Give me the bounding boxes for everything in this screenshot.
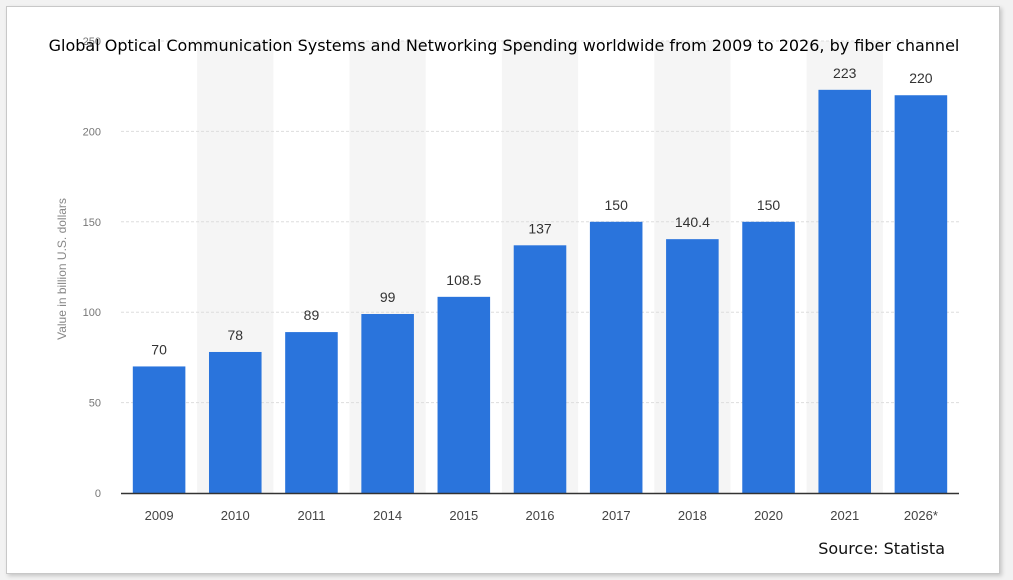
x-tick-label: 2020 xyxy=(754,508,783,523)
x-tick-label: 2018 xyxy=(678,508,707,523)
data-label: 78 xyxy=(227,327,243,343)
bar xyxy=(361,314,414,493)
x-tick-label: 2015 xyxy=(449,508,478,523)
x-tick-label: 2021 xyxy=(830,508,859,523)
bar xyxy=(208,351,262,493)
bar xyxy=(894,95,948,494)
data-label: 150 xyxy=(605,197,629,213)
y-tick-label: 250 xyxy=(83,36,101,48)
bar xyxy=(666,239,719,493)
data-label: 99 xyxy=(380,289,396,305)
y-tick-label: 200 xyxy=(83,126,101,138)
chart-title: Global Optical Communication Systems and… xyxy=(49,36,960,55)
data-label: 70 xyxy=(151,341,167,357)
bar xyxy=(132,366,186,493)
x-tick-label: 2026* xyxy=(904,508,938,523)
y-tick-label: 150 xyxy=(83,217,101,229)
x-tick-label: 2010 xyxy=(221,508,250,523)
x-tick-label: 2016 xyxy=(526,508,555,523)
bar xyxy=(742,221,795,494)
bar-chart: 0 50 100 150 200 250 70 78 89 99 108.5 137 150 140.4… xyxy=(49,36,960,558)
bars xyxy=(132,89,948,494)
data-label: 150 xyxy=(757,197,781,213)
data-label: 137 xyxy=(528,220,552,236)
bar xyxy=(285,332,338,493)
x-tick-label: 2014 xyxy=(373,508,402,523)
bar xyxy=(513,245,567,493)
y-tick-label: 100 xyxy=(83,307,101,319)
data-label: 223 xyxy=(833,65,857,81)
data-label: 220 xyxy=(909,70,933,86)
data-label: 140.4 xyxy=(675,214,710,230)
data-labels: 70 78 89 99 108.5 137 150 140.4 150 223 220 xyxy=(151,65,932,358)
source-note: Source: Statista xyxy=(818,539,945,558)
bar xyxy=(818,89,872,493)
y-axis-label: Value in billion U.S. dollars xyxy=(55,198,69,340)
data-label: 108.5 xyxy=(446,272,481,288)
x-tick-label: 2017 xyxy=(602,508,631,523)
data-label: 89 xyxy=(304,307,320,323)
bar xyxy=(589,221,643,494)
x-axis-ticks: 2009 2010 2011 2014 2015 2016 2017 2018 2020 2021… xyxy=(145,508,938,523)
y-axis-ticks: 0 50 100 150 200 250 xyxy=(83,36,101,500)
y-tick-label: 50 xyxy=(89,398,101,410)
chart-frame: 0 50 100 150 200 250 70 78 89 99 108.5 137 150 140.4… xyxy=(6,6,1000,574)
x-tick-label: 2009 xyxy=(145,508,174,523)
y-tick-label: 0 xyxy=(95,488,101,500)
x-tick-label: 2011 xyxy=(297,508,325,523)
bar xyxy=(437,296,491,493)
